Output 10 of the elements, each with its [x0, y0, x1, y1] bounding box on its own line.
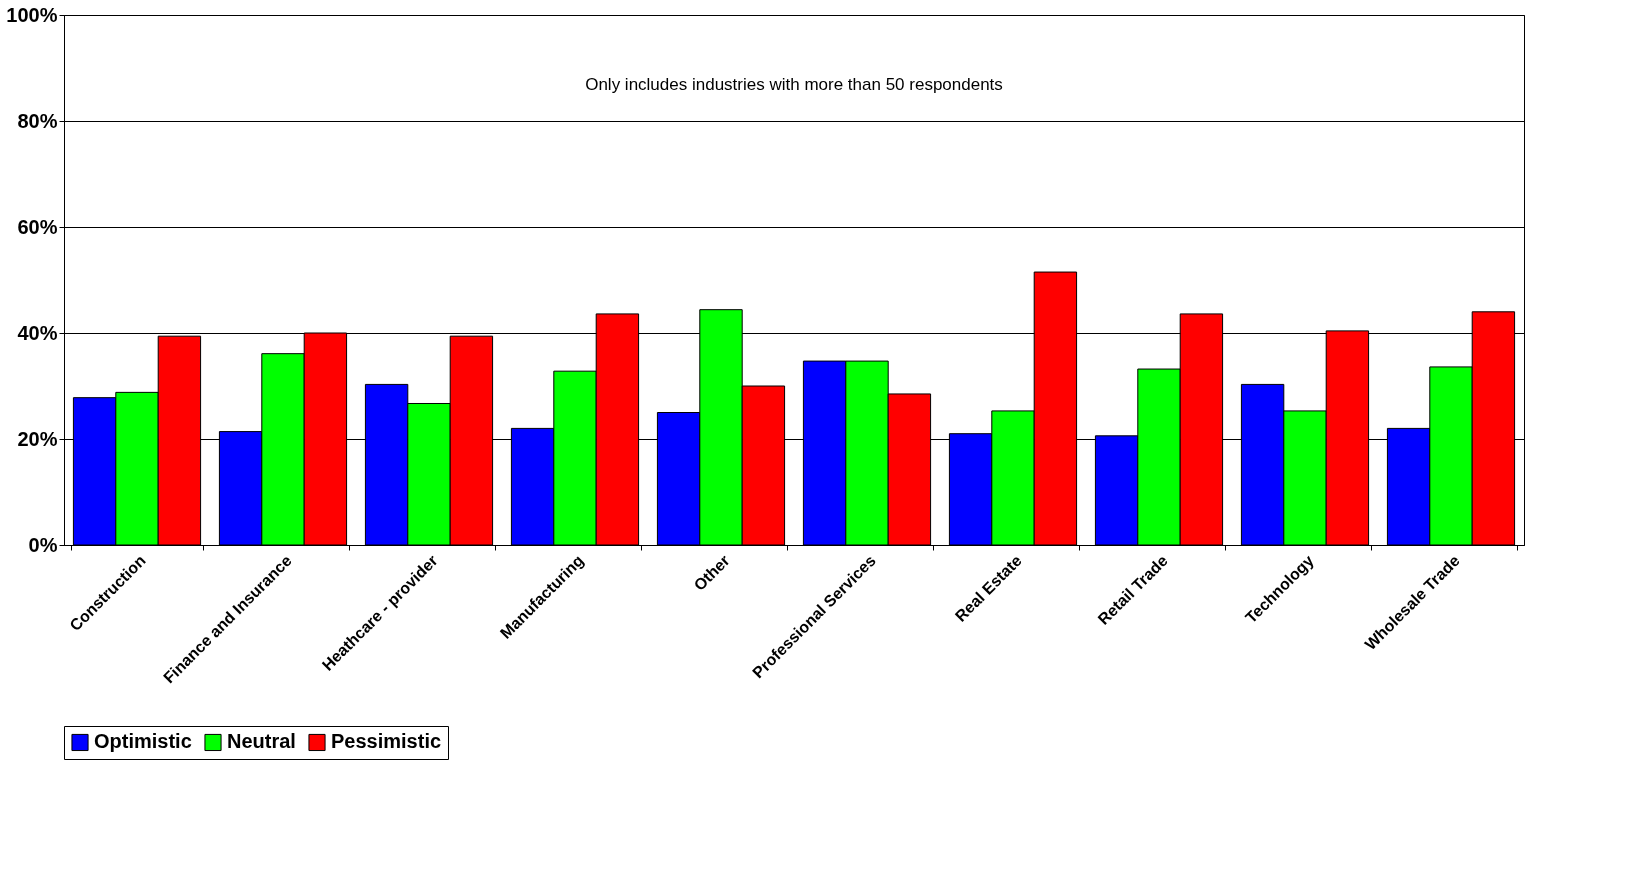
y-tick-label: 80% [17, 109, 58, 132]
y-tick-label: 60% [17, 215, 58, 238]
y-tick-label: 0% [28, 533, 58, 556]
y-tick-label: 20% [17, 427, 58, 450]
legend-label: Neutral [227, 730, 296, 753]
y-tick-label: 100% [6, 3, 58, 26]
annotation: Only includes industries with more than 50 respondents [585, 75, 1003, 94]
legend-label: Optimistic [94, 730, 192, 753]
y-tick-label: 40% [17, 321, 58, 344]
legend-label: Pessimistic [331, 730, 442, 753]
